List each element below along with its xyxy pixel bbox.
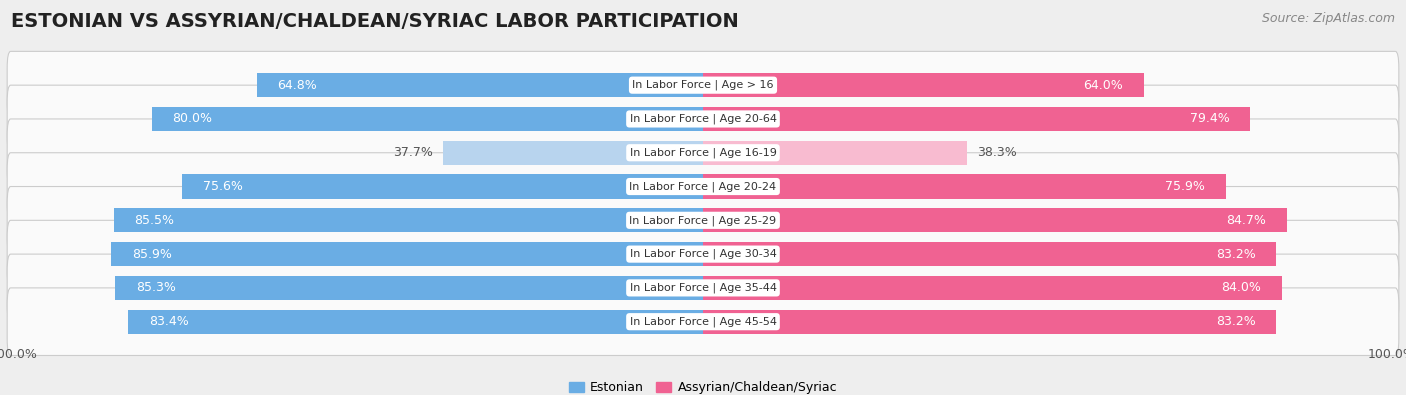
Text: In Labor Force | Age 25-29: In Labor Force | Age 25-29 <box>630 215 776 226</box>
Bar <box>183 174 703 199</box>
Text: 85.3%: 85.3% <box>136 281 176 294</box>
Bar <box>703 73 1144 97</box>
Text: 84.7%: 84.7% <box>1226 214 1265 227</box>
FancyBboxPatch shape <box>7 153 1399 220</box>
Bar <box>703 276 1282 300</box>
Text: In Labor Force | Age 16-19: In Labor Force | Age 16-19 <box>630 147 776 158</box>
FancyBboxPatch shape <box>7 51 1399 119</box>
Bar <box>703 107 1250 131</box>
Text: ESTONIAN VS ASSYRIAN/CHALDEAN/SYRIAC LABOR PARTICIPATION: ESTONIAN VS ASSYRIAN/CHALDEAN/SYRIAC LAB… <box>11 12 740 31</box>
Text: In Labor Force | Age 30-34: In Labor Force | Age 30-34 <box>630 249 776 260</box>
Text: 83.4%: 83.4% <box>149 315 188 328</box>
FancyBboxPatch shape <box>7 186 1399 254</box>
FancyBboxPatch shape <box>7 119 1399 186</box>
FancyBboxPatch shape <box>7 254 1399 322</box>
Bar <box>256 73 703 97</box>
Text: 79.4%: 79.4% <box>1189 113 1229 126</box>
Text: In Labor Force | Age 20-64: In Labor Force | Age 20-64 <box>630 114 776 124</box>
Bar <box>703 310 1277 334</box>
Text: 85.9%: 85.9% <box>132 248 172 261</box>
FancyBboxPatch shape <box>7 85 1399 153</box>
Bar <box>443 141 703 165</box>
Text: Source: ZipAtlas.com: Source: ZipAtlas.com <box>1261 12 1395 25</box>
Text: 85.5%: 85.5% <box>135 214 174 227</box>
Text: In Labor Force | Age 45-54: In Labor Force | Age 45-54 <box>630 316 776 327</box>
Text: In Labor Force | Age 20-24: In Labor Force | Age 20-24 <box>630 181 776 192</box>
Bar <box>115 276 703 300</box>
Text: In Labor Force | Age > 16: In Labor Force | Age > 16 <box>633 80 773 90</box>
Text: 37.7%: 37.7% <box>394 146 433 159</box>
Bar <box>703 141 967 165</box>
Text: 83.2%: 83.2% <box>1216 315 1256 328</box>
Text: 80.0%: 80.0% <box>173 113 212 126</box>
Text: 75.6%: 75.6% <box>202 180 243 193</box>
Text: 38.3%: 38.3% <box>977 146 1017 159</box>
Legend: Estonian, Assyrian/Chaldean/Syriac: Estonian, Assyrian/Chaldean/Syriac <box>564 376 842 395</box>
Bar <box>703 242 1277 266</box>
Text: 75.9%: 75.9% <box>1166 180 1205 193</box>
Text: 84.0%: 84.0% <box>1222 281 1261 294</box>
Bar <box>111 242 703 266</box>
Text: 83.2%: 83.2% <box>1216 248 1256 261</box>
Bar <box>152 107 703 131</box>
FancyBboxPatch shape <box>7 220 1399 288</box>
Text: In Labor Force | Age 35-44: In Labor Force | Age 35-44 <box>630 283 776 293</box>
FancyBboxPatch shape <box>7 288 1399 356</box>
Text: 64.8%: 64.8% <box>277 79 316 92</box>
Bar <box>114 208 703 233</box>
Bar <box>703 208 1286 233</box>
Bar <box>703 174 1226 199</box>
Text: 64.0%: 64.0% <box>1084 79 1123 92</box>
Bar <box>128 310 703 334</box>
